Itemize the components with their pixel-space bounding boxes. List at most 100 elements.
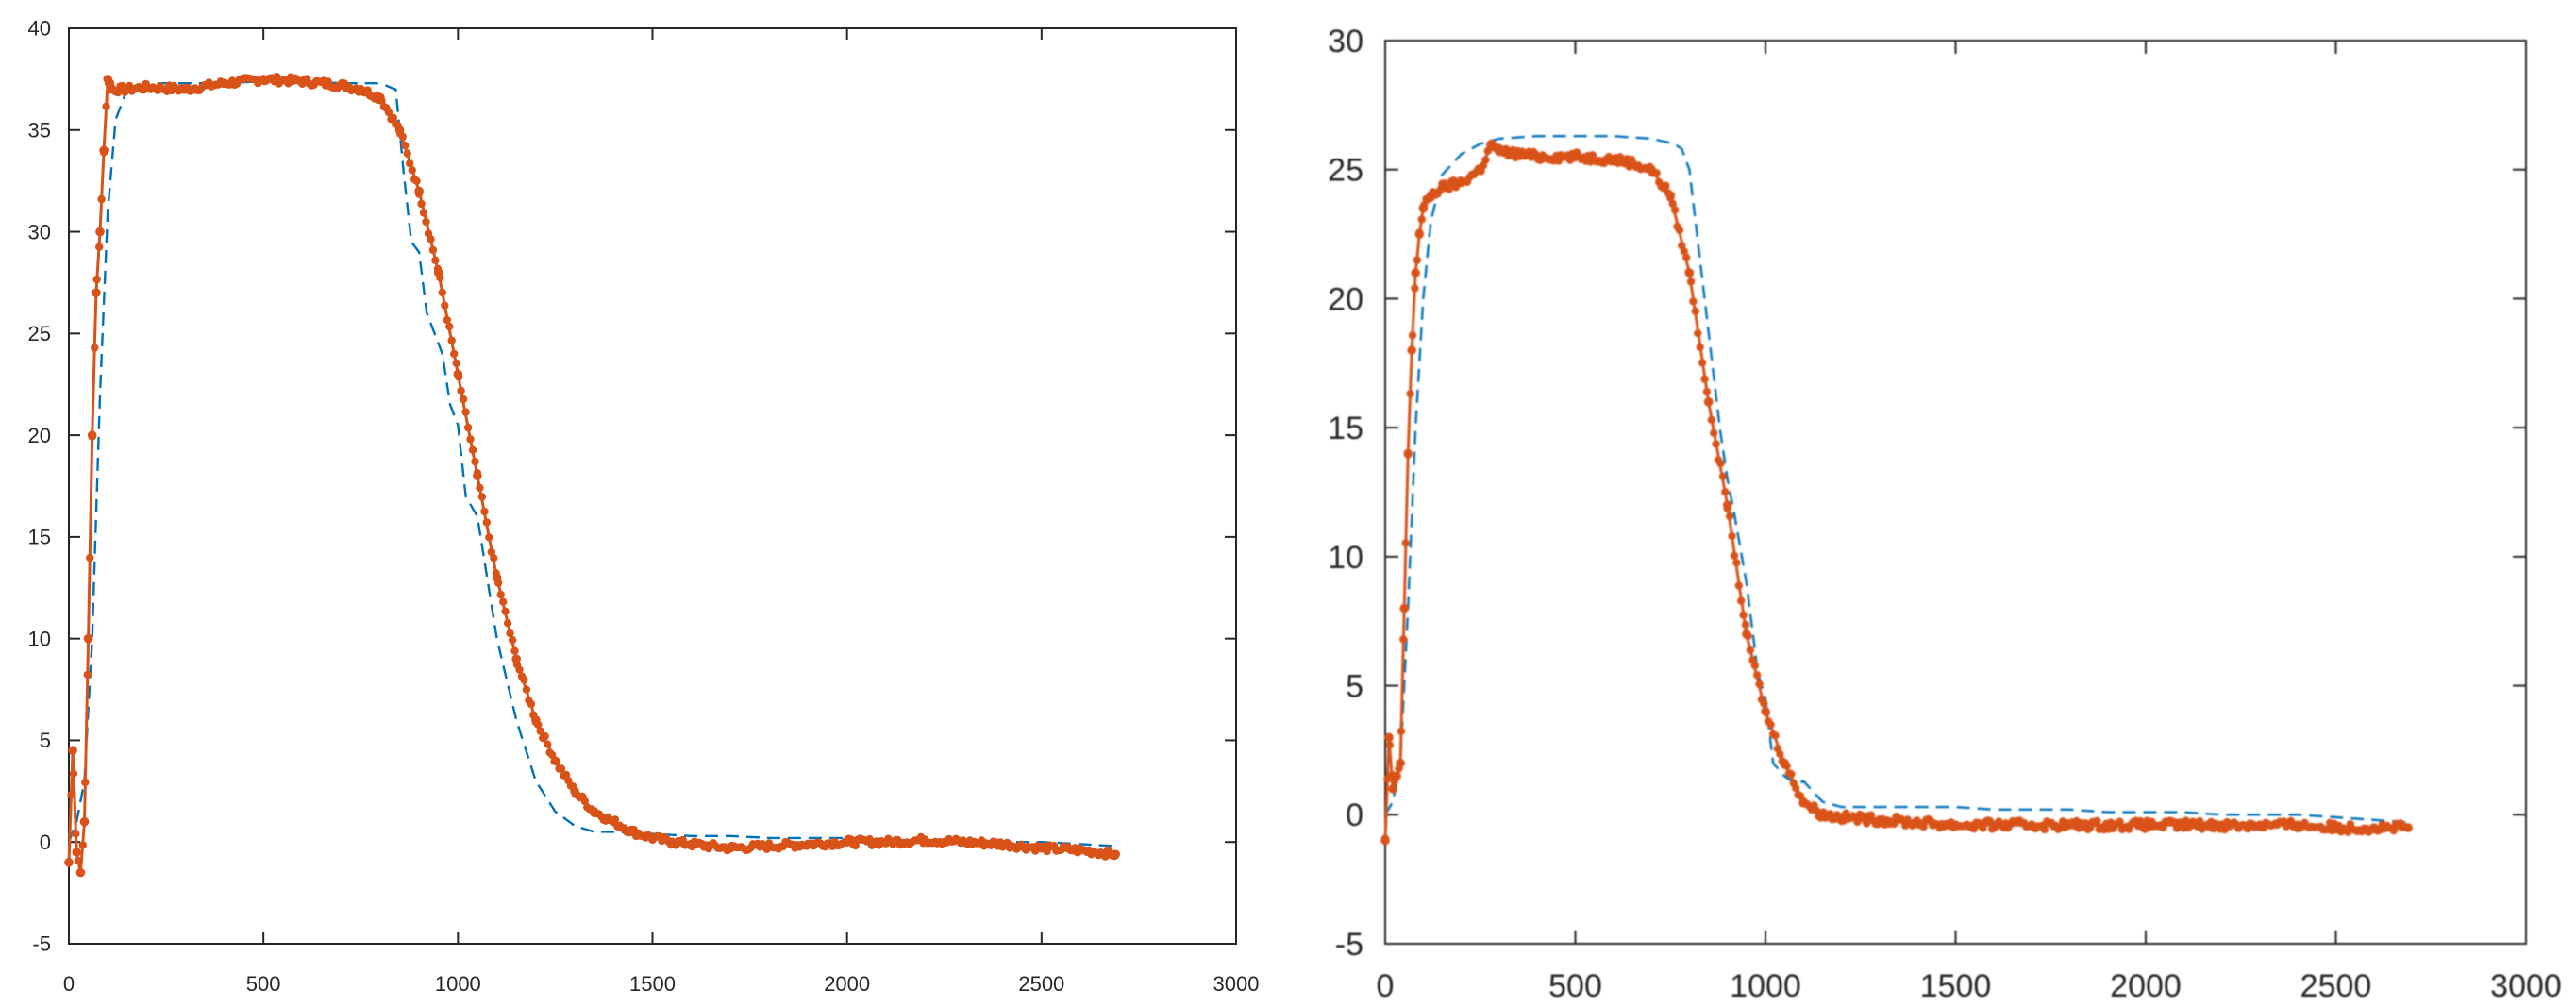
measured-data-point [1076, 846, 1085, 855]
measured-point [1696, 343, 1704, 352]
measured-point [463, 423, 473, 432]
measured-point [1698, 359, 1707, 367]
measured-point [459, 394, 468, 404]
x-tick-label: 1000 [1730, 968, 1801, 1004]
measured-point [2196, 816, 2204, 826]
y-tick-label: 25 [28, 322, 51, 345]
y-tick-label: 30 [1328, 24, 1363, 59]
measured-data-point [1487, 139, 1497, 149]
measured-data-point [99, 145, 109, 156]
measured-data-point [1722, 500, 1732, 510]
measured-data-point [686, 839, 696, 849]
measured-data-point [473, 471, 482, 481]
measured-point [480, 507, 489, 516]
measured-data-point [79, 816, 90, 827]
measured-point [1771, 731, 1780, 740]
measured-point [466, 435, 475, 444]
measured-point [427, 235, 435, 243]
measured-point [2040, 825, 2049, 834]
measured-point [1728, 531, 1736, 541]
measured-point [1776, 749, 1784, 759]
measured-point [1702, 387, 1712, 396]
measured-data-point [1780, 758, 1789, 768]
measured-point [91, 344, 99, 352]
measured-data-point [1392, 771, 1401, 781]
measured-data-point [1798, 797, 1809, 807]
measured-point [557, 764, 566, 773]
measured-point [515, 665, 524, 674]
measured-point [1732, 559, 1741, 567]
measured-point [1716, 459, 1725, 468]
measured-data-point [1380, 835, 1390, 846]
measured-data-point [356, 84, 366, 94]
measured-data-point [453, 369, 463, 379]
measured-data-point [589, 807, 599, 816]
measured-point [1408, 331, 1417, 340]
measured-data-point [647, 833, 658, 843]
measured-data-point [1532, 152, 1542, 161]
measured-point [86, 553, 94, 562]
measured-data-point [180, 84, 191, 94]
measured-data-point [1426, 191, 1436, 200]
right-chart: 0 500 1000 1500 2000 2500 3000 -5 0 5 10 15 20 25 30 [1328, 24, 2562, 1004]
measured-point [1787, 770, 1796, 779]
y-tick-label: 40 [28, 17, 51, 41]
measured-point [422, 217, 430, 227]
measured-data-point [1456, 177, 1466, 188]
measured-data-point [433, 267, 443, 277]
measured-point [503, 619, 512, 628]
measured-data-point [95, 227, 105, 237]
measured-point [1662, 181, 1670, 190]
measured-point [450, 349, 459, 359]
x-tick-label: 2500 [2300, 968, 2372, 1004]
y-tick-label: 15 [1328, 411, 1363, 446]
measured-point [1670, 206, 1680, 214]
measured-data-point [123, 84, 132, 94]
measured-point [1707, 415, 1715, 425]
y-tick-label: -5 [32, 932, 51, 956]
measured-point [1721, 488, 1730, 496]
measured-point [1417, 215, 1426, 224]
right-chart-panel: 0 500 1000 1500 2000 2500 3000 -5 0 5 10 15 20 25 30 [1312, 0, 2576, 1007]
measured-point [1689, 297, 1698, 306]
measured-data-point [220, 78, 229, 88]
measured-series-line [1383, 142, 2409, 841]
y-tick-label: 35 [28, 118, 51, 142]
measured-point [1700, 375, 1709, 383]
measured-point [1397, 727, 1406, 735]
measured-point [527, 699, 536, 709]
measured-point [1445, 185, 1453, 193]
measured-point [1691, 307, 1699, 315]
measured-data-point [394, 126, 405, 135]
measured-data-point [1111, 849, 1120, 859]
measured-data-point [2179, 820, 2189, 830]
measured-point [69, 769, 78, 778]
measured-point [97, 194, 106, 204]
measured-data-point [1388, 784, 1397, 794]
measured-point [1746, 646, 1755, 654]
measured-data-point [1037, 843, 1046, 853]
measured-data-point [2403, 823, 2413, 832]
measured-data-point [1665, 191, 1676, 200]
measured-data-point [259, 75, 269, 84]
x-tick-label: 2500 [1018, 972, 1064, 996]
y-tick-label: 10 [28, 627, 51, 650]
measured-data-point [1817, 810, 1828, 820]
measured-point [1760, 699, 1768, 708]
measured-point [74, 856, 83, 865]
measured-data-point [1742, 629, 1751, 639]
x-tick-label: 500 [246, 972, 281, 996]
measured-point [522, 685, 531, 694]
measured-data-point [1407, 345, 1416, 355]
measured-point [485, 533, 493, 542]
measured-data-point [1624, 157, 1633, 167]
measured-data-point [2102, 820, 2113, 830]
measured-point [1694, 329, 1702, 338]
measured-data-point [2331, 823, 2341, 832]
measured-point [384, 108, 393, 117]
measured-point [1741, 620, 1750, 629]
measured-data-point [764, 841, 774, 851]
measured-point [477, 493, 487, 501]
measured-point [78, 841, 88, 849]
measured-point [461, 408, 470, 416]
